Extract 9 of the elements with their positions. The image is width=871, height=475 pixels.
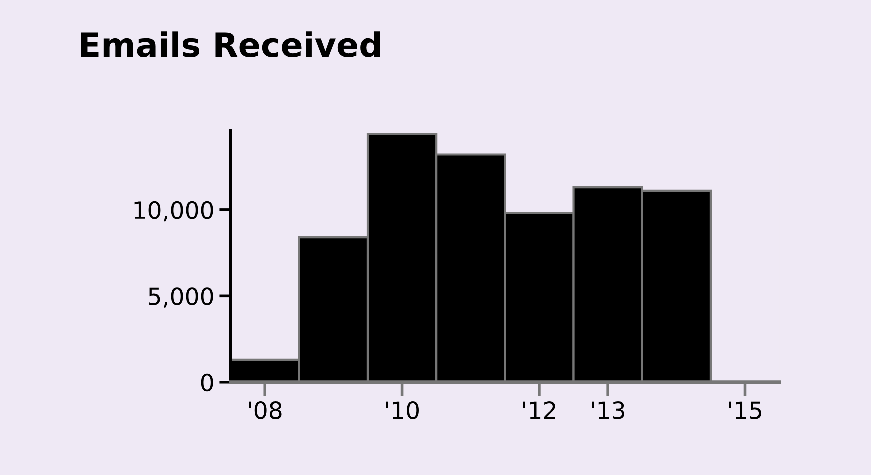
y-tick-label: 5,000: [149, 288, 214, 308]
y-tick-label: 10,000: [134, 201, 214, 222]
x-tick-label: '15: [729, 402, 762, 420]
chart-title: Emails Received: [81, 32, 380, 58]
x-tick-label: '08: [249, 402, 282, 420]
x-tick-label: '13: [592, 402, 624, 420]
y-tick-label: 0: [201, 374, 214, 392]
x-tick-label: '10: [386, 402, 419, 420]
x-tick-label: '12: [523, 402, 556, 420]
